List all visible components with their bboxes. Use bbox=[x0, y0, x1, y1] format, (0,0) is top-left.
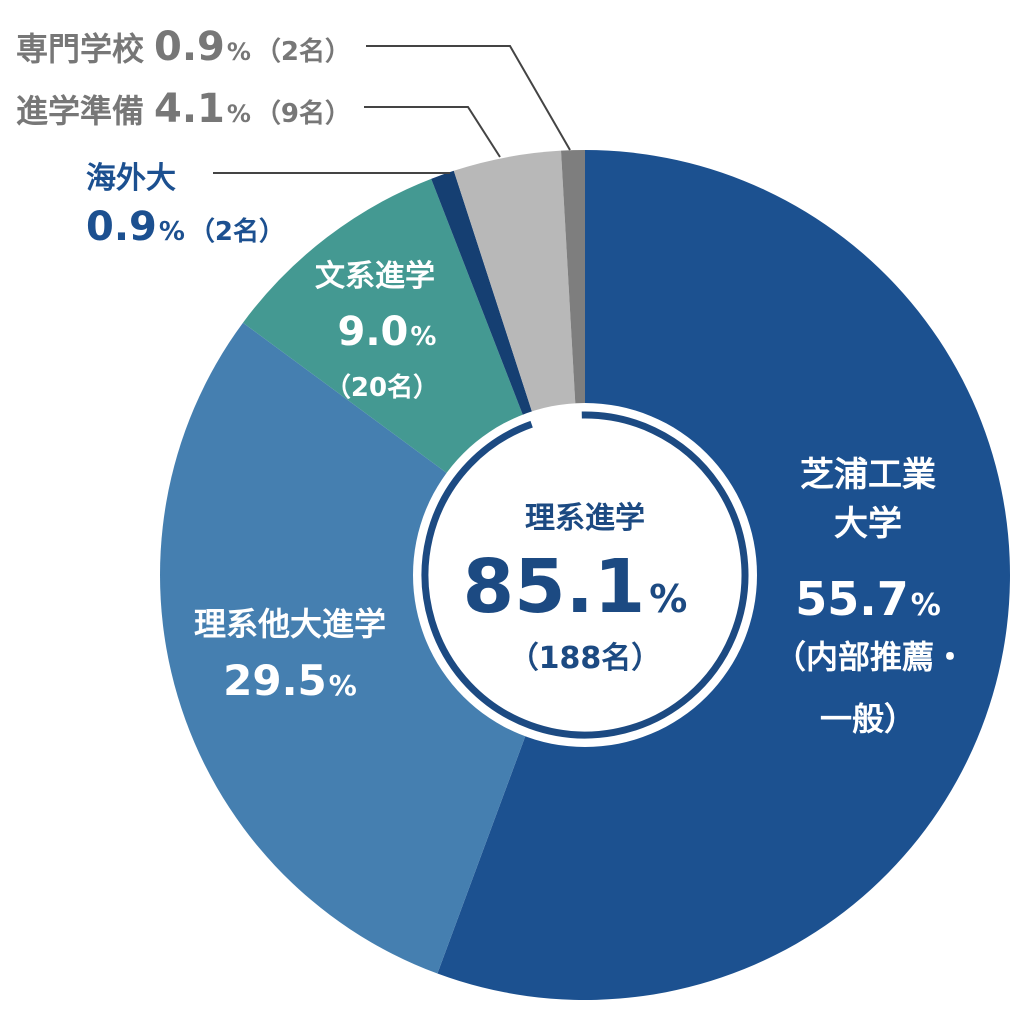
label-other-science-line1: 理系他大進学 bbox=[194, 605, 386, 643]
label-overseas-unit: % bbox=[159, 217, 185, 247]
label-shibaura-value-text: 55.7% bbox=[795, 572, 941, 626]
label-vocational-value: 0.9 bbox=[154, 24, 225, 70]
label-shibaura-note2: 一般） bbox=[820, 700, 916, 738]
label-overseas-value: 0.9 bbox=[86, 204, 157, 250]
leader-line-vocational bbox=[366, 45, 571, 151]
center-value: 85.1 bbox=[463, 544, 646, 630]
center-unit: % bbox=[649, 577, 687, 621]
label-humanities-count: （20名） bbox=[325, 372, 439, 403]
label-vocational-text: 専門学校 0.9% （2名） bbox=[16, 24, 351, 70]
label-shibaura-note1: （内部推薦・ bbox=[774, 638, 966, 676]
label-prep-value: 4.1 bbox=[154, 86, 225, 132]
label-shibaura-line1: 芝浦工業 bbox=[800, 455, 936, 495]
label-prep-text: 進学準備 4.1% （9名） bbox=[16, 86, 351, 132]
label-prep-unit: % bbox=[227, 100, 251, 128]
center-label: 理系進学 bbox=[525, 501, 645, 536]
label-overseas-value-text: 0.9% （2名） bbox=[86, 204, 285, 250]
label-shibaura-line2: 大学 bbox=[834, 504, 902, 544]
label-overseas-line1: 海外大 bbox=[86, 161, 176, 196]
label-other-science-value-text: 29.5% bbox=[223, 656, 357, 705]
label-shibaura-unit: % bbox=[911, 588, 941, 623]
label-vocational-line1: 専門学校 bbox=[16, 30, 144, 68]
label-vocational-unit: % bbox=[227, 38, 251, 66]
label-humanities-line1: 文系進学 bbox=[315, 259, 435, 294]
label-other-science-value: 29.5 bbox=[223, 656, 327, 705]
label-humanities-unit: % bbox=[410, 322, 436, 352]
label-overseas-count: （2名） bbox=[189, 216, 285, 247]
center-hole bbox=[413, 403, 757, 747]
center-count: （188名） bbox=[509, 641, 662, 676]
leader-line-prep bbox=[364, 106, 501, 158]
pie-slice-1 bbox=[160, 322, 585, 974]
label-prep-count: （9名） bbox=[255, 98, 351, 129]
center-value-text: 85.1% bbox=[463, 544, 688, 630]
label-other-science-unit: % bbox=[329, 669, 357, 702]
label-shibaura-value: 55.7 bbox=[795, 572, 909, 626]
center-ring bbox=[421, 411, 749, 739]
label-humanities-value: 9.0 bbox=[338, 309, 409, 355]
label-humanities-value-text: 9.0% bbox=[338, 309, 437, 355]
label-prep-line1: 進学準備 bbox=[16, 92, 144, 130]
label-vocational-count: （2名） bbox=[255, 36, 351, 67]
